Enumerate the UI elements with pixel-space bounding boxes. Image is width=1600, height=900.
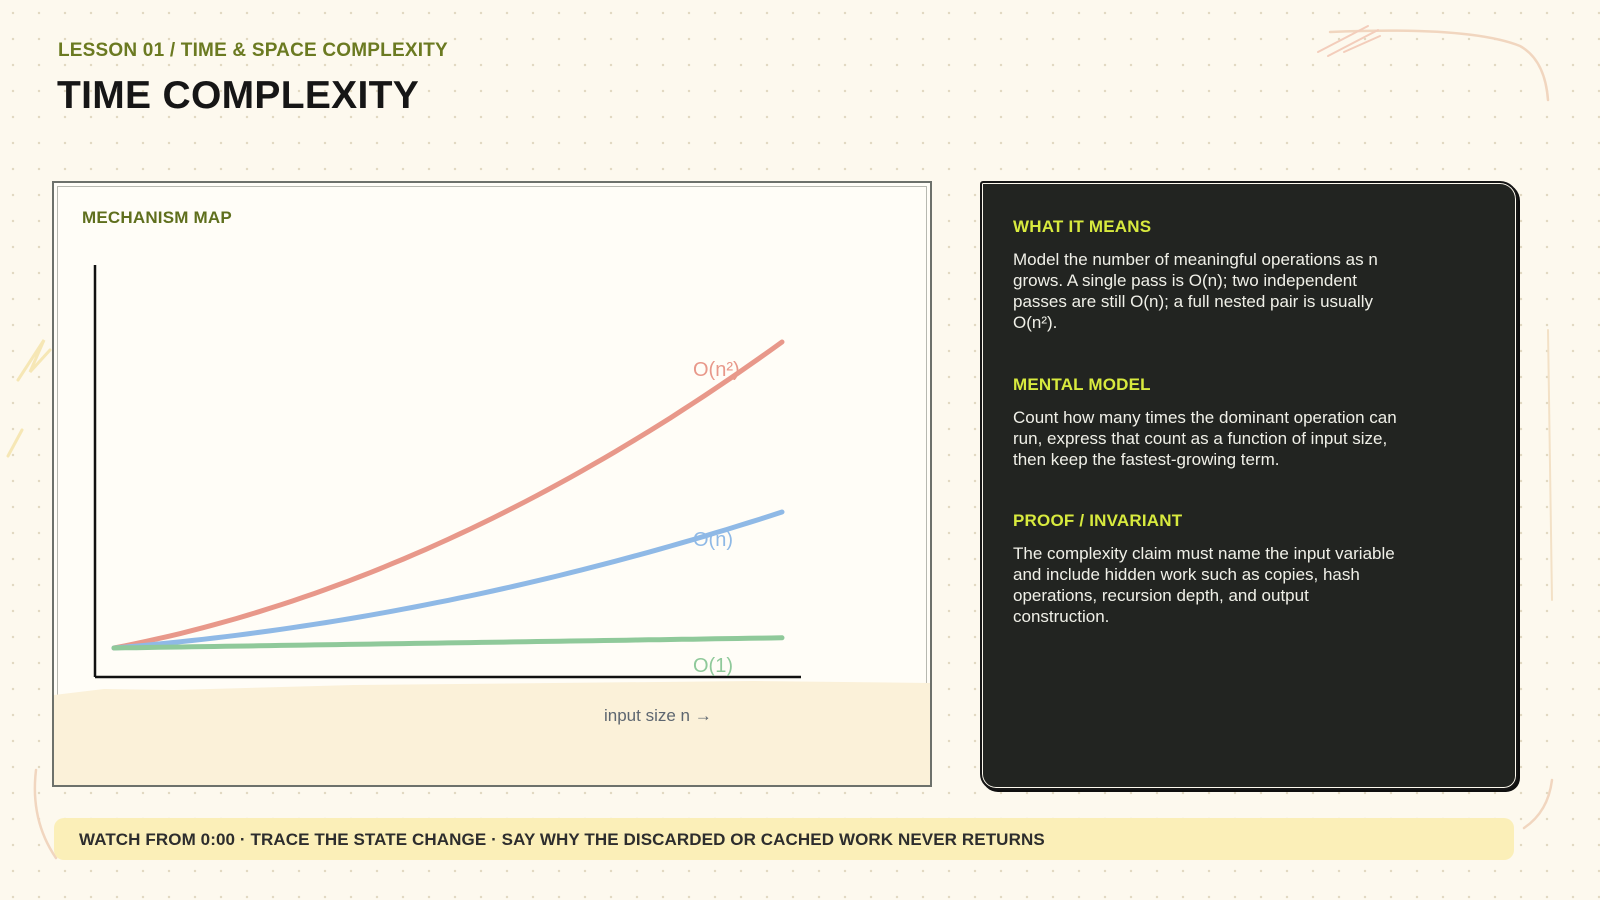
mechanism-map-title: MECHANISM MAP xyxy=(82,208,232,227)
instruction-text: WATCH FROM 0:00 · TRACE THE STATE CHANGE… xyxy=(79,830,1045,849)
section-body: Count how many times the dominant operat… xyxy=(1013,408,1397,469)
instruction-banner: WATCH FROM 0:00 · TRACE THE STATE CHANGE… xyxy=(54,818,1514,860)
sand-fill xyxy=(54,681,930,785)
section-proof-invariant: PROOF / INVARIANT The complexity claim m… xyxy=(1013,511,1433,627)
curve-label-constant: O(1) xyxy=(693,655,733,677)
section-body: Model the number of meaningful operation… xyxy=(1013,250,1378,332)
growth-curves-diagram: O(n²) O(n) O(1) input size n → xyxy=(54,265,930,785)
section-heading: MENTAL MODEL xyxy=(1013,375,1151,394)
curve-label-linear: O(n) xyxy=(693,529,733,551)
section-mental-model: MENTAL MODEL Count how many times the do… xyxy=(1013,375,1433,470)
x-axis-label: input size n → xyxy=(604,706,712,725)
explanation-panel: WHAT IT MEANS Model the number of meanin… xyxy=(980,181,1518,790)
lesson-breadcrumb: LESSON 01 / TIME & SPACE COMPLEXITY xyxy=(58,40,448,61)
curve-quadratic xyxy=(111,339,785,651)
section-heading: WHAT IT MEANS xyxy=(1013,217,1152,236)
page-title: TIME COMPLEXITY xyxy=(57,74,420,117)
curve-constant xyxy=(111,635,785,651)
section-heading: PROOF / INVARIANT xyxy=(1013,511,1183,530)
mechanism-map-card: MECHANISM MAP O(n²) O(n) O(1) input size n… xyxy=(52,181,932,787)
section-what-it-means: WHAT IT MEANS Model the number of meanin… xyxy=(1013,217,1433,333)
section-body: The complexity claim must name the input… xyxy=(1013,544,1395,626)
curve-linear xyxy=(111,509,785,651)
curve-label-quadratic: O(n²) xyxy=(693,359,740,381)
